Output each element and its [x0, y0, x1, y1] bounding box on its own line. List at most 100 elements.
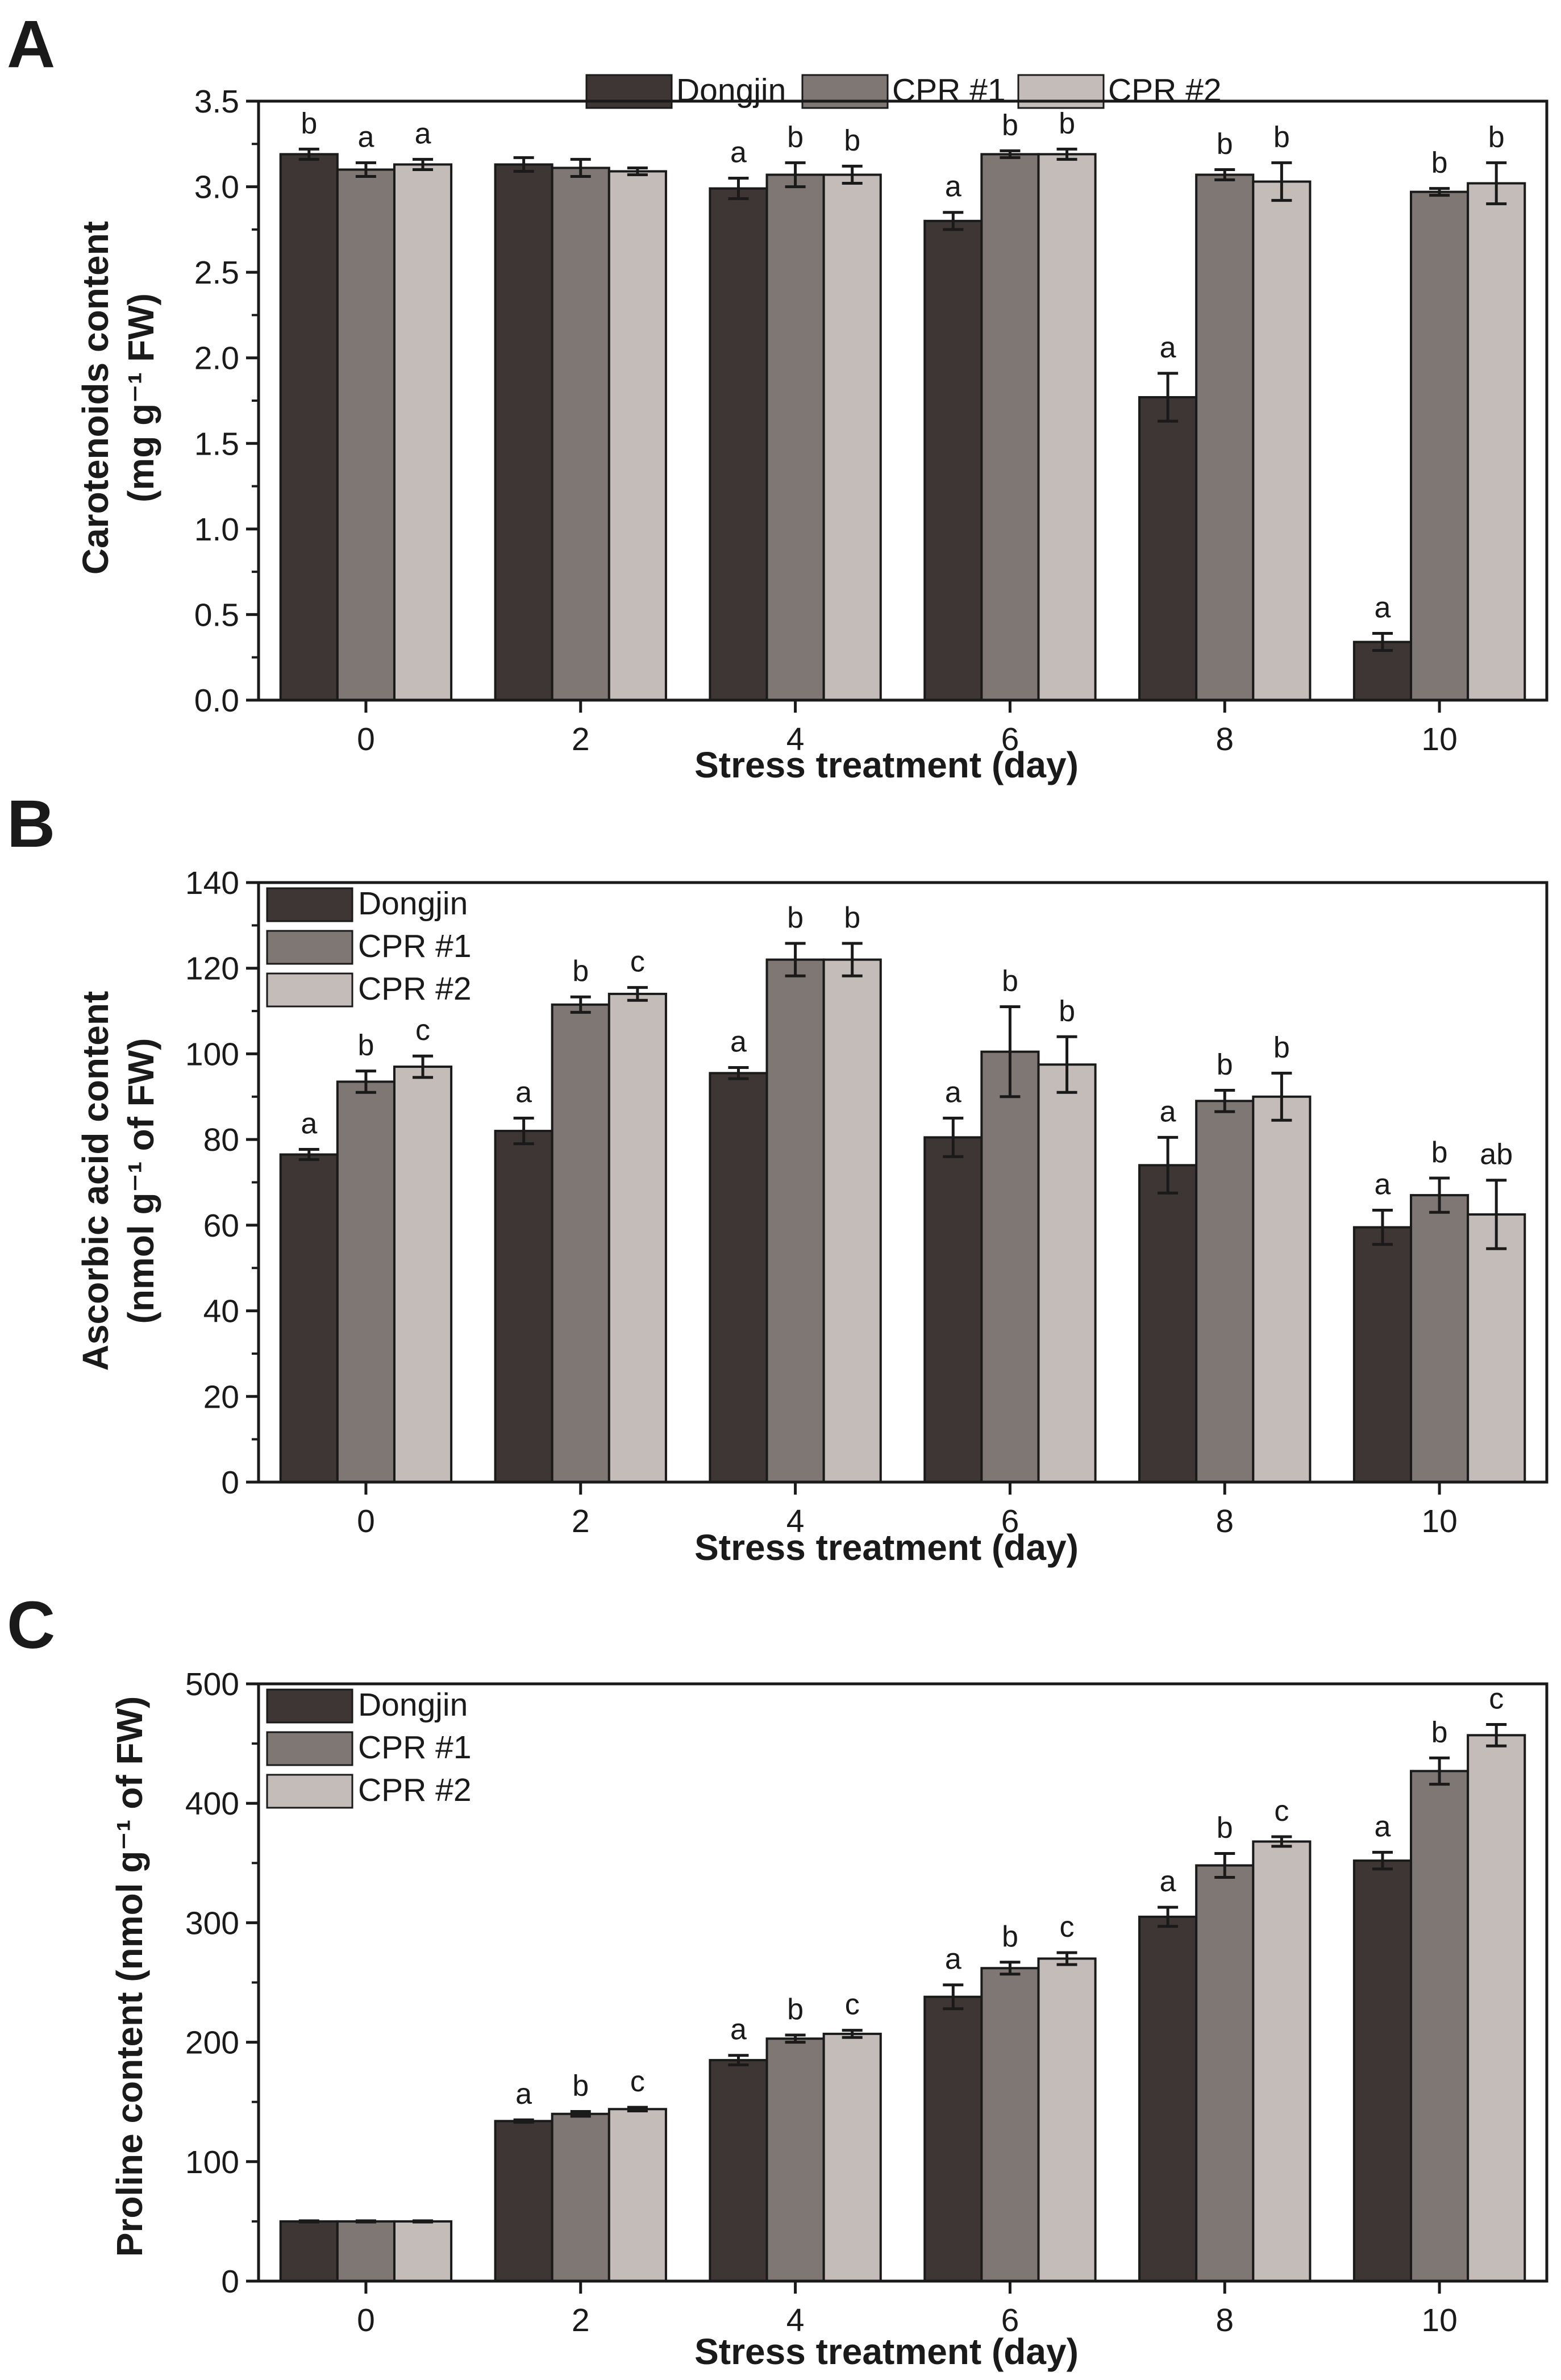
- panel-a-significance-label: b: [787, 120, 804, 153]
- panel-a-bar: [980, 153, 1040, 701]
- panel-c-ytick-label: 500: [185, 1666, 239, 1703]
- panel-c-bar: [279, 2220, 339, 2282]
- panel-c-bar: [923, 1995, 983, 2283]
- panel-b-ytick-label: 140: [185, 865, 239, 901]
- panel-c-bar: [1037, 1957, 1097, 2282]
- panel-c-significance-label: a: [1374, 1810, 1391, 1843]
- panel-a-ytick-label: 0.0: [194, 683, 239, 719]
- panel-b-y-axis-title-line1: Ascorbic acid content: [75, 991, 116, 1371]
- panel-b-y-axis-title-line2: (nmol g⁻¹ of FW): [120, 1038, 161, 1324]
- panel-c-xtick-label: 8: [1216, 2302, 1234, 2339]
- panel-b-significance-label: a: [730, 1026, 747, 1059]
- panel-c-y-axis-title: Proline content (nmol g⁻¹ of FW): [109, 1696, 150, 2257]
- panel-c-bar: [709, 2059, 768, 2282]
- panel-a-bar: [1252, 180, 1312, 701]
- panel-a-significance-label: b: [1431, 147, 1448, 180]
- panel-b-bar: [765, 958, 825, 1483]
- panel-b-ytick-label: 120: [185, 951, 239, 987]
- panel-b-x-axis-title: Stress treatment (day): [694, 1527, 1079, 1568]
- panel-b-significance-label: a: [515, 1076, 532, 1109]
- panel-a-bars: b a a a b b a b b a b b a b b: [279, 107, 1526, 702]
- panel-c-xtick-label: 6: [1001, 2302, 1019, 2339]
- panel-a-significance-label: a: [357, 120, 374, 153]
- panel-c-significance-label: b: [787, 1993, 804, 2026]
- panel-b-xtick-label: 6: [1001, 1503, 1019, 1539]
- panel-c-bar: [494, 2120, 553, 2283]
- panel-b-bar: [1138, 1164, 1198, 1484]
- panel-b-bar: [822, 958, 882, 1483]
- panel-b-bar: [923, 1136, 983, 1483]
- panel-a-ytick-label: 1.0: [194, 511, 239, 548]
- panel-c-bar: [1467, 1734, 1526, 2282]
- panel-b-bar: [393, 1066, 453, 1484]
- panel-a-bar: [709, 187, 768, 701]
- panel-c-bar: [1352, 1859, 1413, 2282]
- panel-b-significance-label: a: [1374, 1168, 1391, 1201]
- panel-a-bar: [765, 173, 825, 701]
- panel-b-bar: [1352, 1226, 1413, 1483]
- panel-a-xtick-label: 6: [1001, 721, 1019, 758]
- panel-c-significance-label: b: [1002, 1920, 1018, 1953]
- panel-a-significance-label: a: [945, 170, 961, 203]
- panel-a-xtick-label: 2: [572, 721, 590, 758]
- panel-b-xtick-label: 8: [1216, 1503, 1234, 1539]
- panel-c-ytick-label: 400: [185, 1786, 239, 1822]
- panel-a-legend-swatch: [585, 74, 673, 109]
- panel-c-legend-swatch: [266, 1731, 353, 1766]
- panel-c-legend-label: CPR #2: [358, 1772, 472, 1808]
- panel-b-significance-label: ab: [1480, 1138, 1513, 1171]
- panel-b-plot-frame: [257, 881, 1548, 1484]
- panel-c-significance-label: b: [572, 2070, 589, 2103]
- panel-a-x-axis-title: Stress treatment (day): [694, 744, 1079, 785]
- panel-a-y-axis-title-line1: Carotenoids content: [75, 221, 116, 575]
- panel-a-significance-label: b: [844, 124, 860, 157]
- panel-b-legend-swatch: [266, 887, 353, 922]
- panel-c-significance-label: c: [630, 2065, 645, 2098]
- panel-b-xtick-label: 10: [1421, 1503, 1457, 1539]
- panel-b-significance-label: a: [1160, 1095, 1176, 1128]
- panel-a-bar: [1138, 396, 1198, 701]
- panel-a-significance-label: a: [415, 117, 431, 150]
- panel-c-bar: [336, 2220, 396, 2282]
- panel-a-bar: [279, 153, 339, 701]
- panel-c-significance-label: b: [1217, 1811, 1233, 1844]
- panel-c-ytick-label: 0: [221, 2264, 239, 2300]
- panel-a-significance-label: a: [1374, 592, 1391, 625]
- panel-a-bar: [494, 163, 553, 701]
- panel-b-xtick-label: 2: [572, 1503, 590, 1539]
- panel-b-bar: [279, 1153, 339, 1483]
- panel-b-ytick-label: 20: [203, 1379, 239, 1415]
- panel-c-bar: [1252, 1840, 1312, 2283]
- panel-b-ytick-label: 80: [203, 1122, 239, 1158]
- panel-a-y-axis-title-line2: (mg g⁻¹ FW): [120, 293, 161, 502]
- panel-c-bar: [393, 2220, 453, 2282]
- panel-a-bar: [1037, 153, 1097, 701]
- panel-c-xtick-label: 2: [572, 2302, 590, 2339]
- panel-a-ytick-label: 3.5: [194, 84, 239, 120]
- panel-b-significance-label: a: [945, 1076, 961, 1109]
- panel-a-ytick-label: 0.5: [194, 597, 239, 633]
- panel-a-bar: [607, 170, 667, 701]
- panel-a-ytick-label: 2.0: [194, 340, 239, 377]
- panel-a-significance-label: b: [1002, 109, 1018, 142]
- panel-b-significance-label: b: [1002, 965, 1018, 998]
- panel-c-bar: [765, 2037, 825, 2282]
- panel-c-significance-label: c: [845, 1988, 860, 2021]
- panel-b-significance-label: b: [1059, 995, 1075, 1027]
- panel-a-significance-label: b: [1488, 120, 1505, 153]
- panel-c-bar: [607, 2108, 667, 2282]
- panel-b-letter: B: [7, 787, 55, 862]
- panel-a-bar: [336, 168, 396, 701]
- panel-a-ytick-label: 2.5: [194, 255, 239, 291]
- panel-c-bar: [980, 1967, 1040, 2282]
- panel-a: A Carotenoids content (mg g⁻¹ FW) Stress…: [7, 7, 1548, 785]
- panel-c-significance-label: c: [1489, 1682, 1504, 1715]
- panel-c-legend-label: CPR #1: [358, 1729, 472, 1766]
- panel-a-xtick-label: 8: [1216, 721, 1234, 758]
- panel-b-significance-label: b: [572, 955, 589, 988]
- panel-c-ytick-label: 300: [185, 1905, 239, 1941]
- panel-a-bar: [1410, 190, 1470, 701]
- panel-b-significance-label: b: [844, 901, 860, 934]
- panel-b-bar: [551, 1003, 610, 1483]
